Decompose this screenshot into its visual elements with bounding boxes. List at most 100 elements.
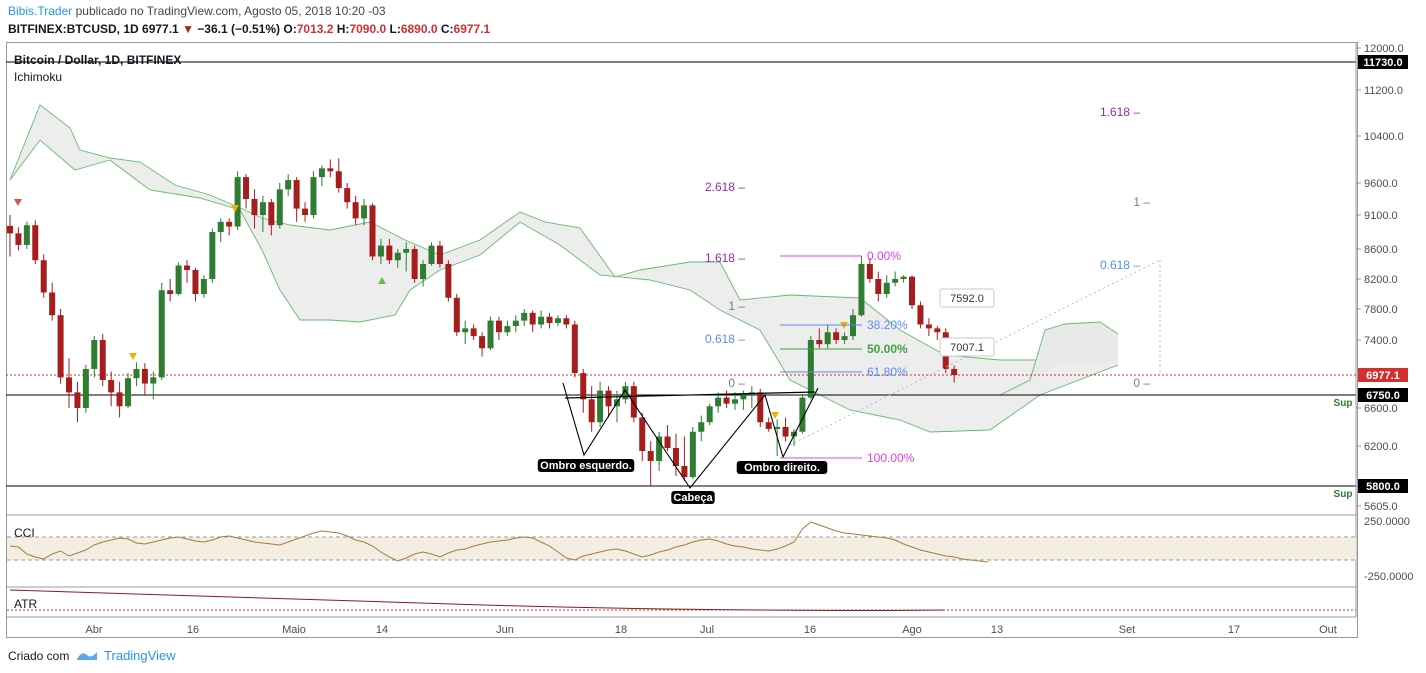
- time-tick-label: Ago: [902, 624, 922, 636]
- time-tick-label: 13: [991, 624, 1003, 636]
- tradingview-logo-icon: [73, 649, 104, 663]
- support-label: Sup: [1334, 398, 1353, 409]
- time-tick-label: 18: [615, 624, 627, 636]
- open-label: O:: [283, 22, 297, 36]
- last-price: 6977.1: [142, 22, 179, 36]
- candle-body: [192, 270, 199, 294]
- candle-body: [82, 368, 89, 408]
- candle-body: [647, 451, 654, 461]
- price-badge-label: 5800.0: [1366, 481, 1400, 493]
- candle-body: [807, 340, 814, 398]
- price-callout-label: 7592.0: [950, 293, 984, 305]
- candle-body: [23, 225, 30, 245]
- candle-body: [664, 436, 671, 448]
- tradingview-link[interactable]: TradingView: [104, 648, 176, 663]
- fib-retracement-label: 50.00%: [867, 342, 908, 356]
- ichimoku-cloud: [9, 104, 1119, 433]
- candle-body: [723, 397, 730, 404]
- created-with: Criado com: [8, 649, 70, 663]
- candle-body: [344, 188, 351, 203]
- cci-label[interactable]: CCI: [14, 526, 35, 540]
- candle-body: [243, 177, 250, 199]
- candle-body: [57, 315, 64, 378]
- pattern-label: Ombro direito.: [744, 462, 820, 474]
- candle-body: [951, 368, 958, 375]
- candle-body: [302, 208, 309, 215]
- time-tick-label: Jul: [700, 624, 714, 636]
- candle-body: [251, 199, 258, 215]
- pattern-label-bg: [671, 491, 715, 504]
- cci-tick-label: -250.0000: [1364, 571, 1414, 583]
- head-shoulders-pattern: [562, 382, 819, 489]
- candle-body: [436, 245, 443, 264]
- price-tick-label: 8200.0: [1364, 274, 1398, 286]
- price-change: −36.1 (−0.51%): [197, 22, 281, 36]
- price-badge: [1358, 55, 1408, 69]
- fib-retracement-label: 61.80%: [867, 365, 908, 379]
- fib-extension-mid-label: 2.618 –: [705, 180, 745, 194]
- time-tick-label: 16: [804, 624, 816, 636]
- candle-body: [521, 312, 528, 321]
- fib-retracement-label: 38.20%: [867, 318, 908, 332]
- candle-body: [411, 249, 418, 279]
- candle-body: [883, 282, 890, 294]
- candle-body: [428, 245, 435, 264]
- pattern-label-bg: [537, 459, 635, 472]
- ichimoku-label[interactable]: Ichimoku: [14, 70, 62, 84]
- time-tick-label: Set: [1119, 624, 1136, 636]
- candle-body: [403, 249, 410, 253]
- time-tick-label: Out: [1319, 624, 1337, 636]
- price-axis: 12000.0 11200.0 10400.0 9600.0 9100.0 8600.0 8…: [1355, 43, 1408, 617]
- symbol-name: BITFINEX:BTCUSD, 1D: [8, 22, 139, 36]
- candle-body: [672, 448, 679, 466]
- candle-body: [689, 431, 696, 477]
- candle-body: [934, 328, 941, 333]
- signal-triangle-icon: [378, 277, 386, 284]
- atr-label[interactable]: ATR: [14, 597, 37, 611]
- candle-body: [116, 392, 123, 407]
- price-tick-label: 10400.0: [1364, 131, 1404, 143]
- atr-line: [9, 589, 946, 611]
- fib-extension-right-label: 1 –: [1133, 195, 1150, 209]
- candle-body: [268, 202, 275, 226]
- signal-triangle-icon: [771, 412, 779, 419]
- price-badge: [1358, 388, 1408, 402]
- candle-body: [698, 422, 705, 432]
- time-tick-label: 14: [376, 624, 388, 636]
- candle-body: [285, 180, 292, 190]
- symbol-bar: BITFINEX:BTCUSD, 1D 6977.1 ▼ −36.1 (−0.5…: [8, 22, 490, 36]
- candles: [7, 158, 958, 486]
- candle-body: [175, 265, 182, 294]
- candle-body: [91, 340, 98, 369]
- candle-body: [234, 177, 241, 227]
- candle-body: [757, 392, 764, 423]
- close-label: C:: [440, 22, 454, 36]
- pattern-label: Ombro esquerdo.: [540, 460, 632, 472]
- candle-body: [99, 340, 106, 381]
- candle-body: [900, 276, 907, 279]
- candle-body: [546, 316, 553, 323]
- price-tick-label: 8600.0: [1364, 244, 1398, 256]
- low-value: 6890.0: [400, 22, 438, 36]
- publish-info: Bibis.Trader publicado no TradingView.co…: [8, 4, 386, 18]
- price-callout-label: 7007.1: [950, 342, 984, 354]
- candle-body: [167, 290, 174, 294]
- author-name[interactable]: Bibis.Trader: [8, 4, 73, 18]
- cloud-fill: [10, 105, 1118, 432]
- price-badge: [1358, 367, 1408, 382]
- candle-body: [361, 205, 368, 219]
- fib-extension-right-label: 0.618 –: [1100, 258, 1140, 272]
- footer: Criado com TradingView: [8, 648, 176, 663]
- candle-body: [420, 264, 427, 279]
- candle-body: [833, 332, 840, 340]
- candle-body: [782, 427, 789, 437]
- candle-body: [681, 466, 688, 477]
- fib-extension-right-label: 0 –: [1133, 376, 1150, 390]
- price-tick-label: 9100.0: [1364, 210, 1398, 222]
- candle-body: [335, 171, 342, 189]
- candle-body: [318, 168, 325, 178]
- price-callout-box: [939, 337, 995, 357]
- candle-body: [259, 202, 266, 215]
- signal-triangle-icon: [14, 199, 22, 206]
